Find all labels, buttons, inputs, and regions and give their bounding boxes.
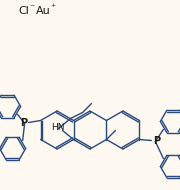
Text: ⁻: ⁻ xyxy=(29,3,34,13)
Text: Au: Au xyxy=(36,6,51,16)
Text: P: P xyxy=(153,136,161,146)
Text: HN: HN xyxy=(51,123,65,131)
Text: Cl: Cl xyxy=(18,6,29,16)
Text: P: P xyxy=(20,119,27,128)
Text: ⁺: ⁺ xyxy=(50,3,55,13)
